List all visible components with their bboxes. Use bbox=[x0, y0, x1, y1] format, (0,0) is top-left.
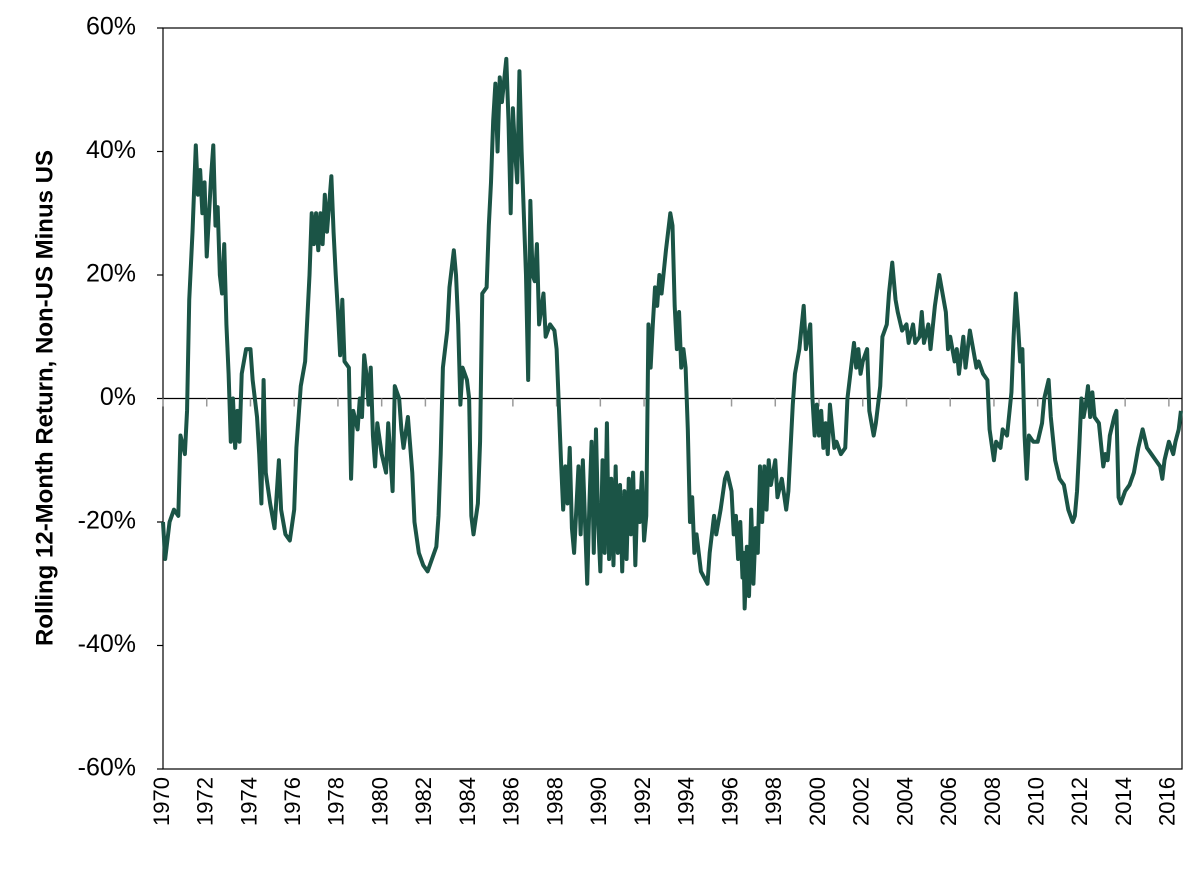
x-tick-label: 1976 bbox=[280, 777, 305, 826]
y-axis-label: Rolling 12-Month Return, Non-US Minus US bbox=[31, 150, 58, 646]
x-tick-label: 1982 bbox=[411, 777, 436, 826]
x-tick-label: 2008 bbox=[980, 777, 1005, 826]
x-tick-label: 1988 bbox=[542, 777, 567, 826]
y-tick-label: -60% bbox=[78, 754, 136, 782]
x-tick-label: 2014 bbox=[1111, 777, 1136, 826]
y-tick-label: 60% bbox=[86, 13, 136, 41]
x-tick-label: 1986 bbox=[499, 777, 524, 826]
x-tick-label: 1972 bbox=[193, 777, 218, 826]
x-tick-label: 2012 bbox=[1067, 777, 1092, 826]
x-tick-label: 1994 bbox=[674, 777, 699, 826]
y-tick-label: 20% bbox=[86, 260, 136, 288]
x-tick-label: 1992 bbox=[630, 777, 655, 826]
y-tick-label: 0% bbox=[100, 383, 136, 411]
x-tick-label: 2002 bbox=[849, 777, 874, 826]
x-tick-label: 1990 bbox=[586, 777, 611, 826]
x-tick-label: 1996 bbox=[717, 777, 742, 826]
x-tick-label: 2010 bbox=[1023, 777, 1048, 826]
x-tick-label: 1984 bbox=[455, 777, 480, 826]
x-tick-label: 2006 bbox=[936, 777, 961, 826]
y-tick-label: 40% bbox=[86, 136, 136, 164]
data-line bbox=[161, 56, 1183, 611]
x-tick-label: 1978 bbox=[324, 777, 349, 826]
y-tick-label: -20% bbox=[78, 507, 136, 535]
y-tick-label: -40% bbox=[78, 630, 136, 658]
x-tick-label: 1980 bbox=[367, 777, 392, 826]
x-tick-label: 2004 bbox=[892, 777, 917, 826]
x-tick-label: 2000 bbox=[805, 777, 830, 826]
x-tick-label: 1998 bbox=[761, 777, 786, 826]
x-tick-label: 1974 bbox=[236, 777, 261, 826]
x-tick-label: 2016 bbox=[1155, 777, 1180, 826]
x-tick-label: 1970 bbox=[149, 777, 174, 826]
